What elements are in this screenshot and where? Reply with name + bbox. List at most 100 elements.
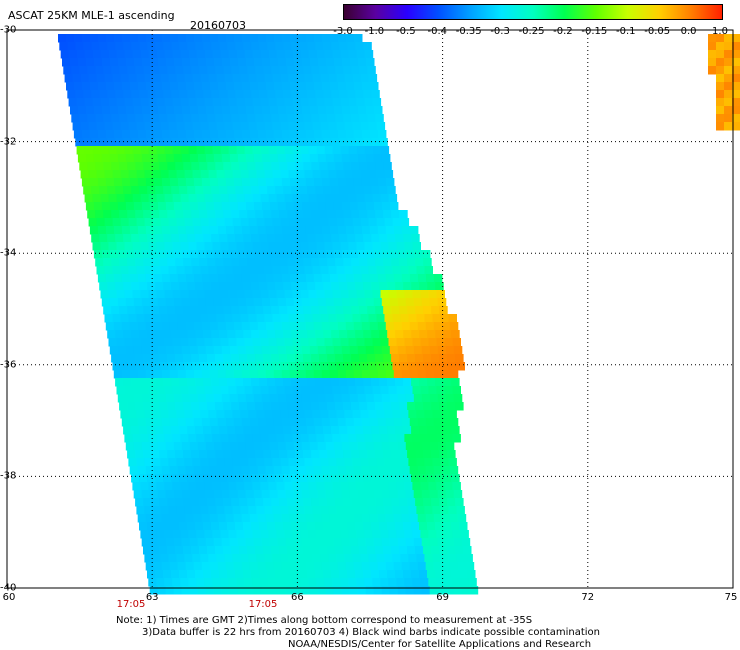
- y-tick-label: -38: [0, 470, 17, 482]
- data-cell: [292, 482, 301, 491]
- data-cell: [76, 98, 86, 107]
- data-cell: [436, 290, 445, 299]
- data-cell: [127, 114, 136, 123]
- data-cell: [276, 578, 285, 587]
- data-cell: [189, 154, 199, 163]
- data-cell: [159, 402, 168, 411]
- data-cell: [93, 202, 103, 211]
- data-cell: [156, 290, 165, 299]
- data-cell: [280, 506, 289, 515]
- data-cell: [169, 178, 179, 187]
- data-cell: [327, 450, 336, 459]
- data-cell: [315, 282, 324, 291]
- data-cell: [456, 506, 465, 515]
- data-cell: [121, 274, 131, 283]
- data-cell: [716, 66, 725, 75]
- data-cell: [285, 586, 295, 595]
- data-cell: [356, 578, 365, 587]
- data-cell: [293, 202, 303, 211]
- data-cell: [112, 122, 122, 131]
- data-cell: [428, 530, 437, 539]
- data-cell: [278, 58, 287, 67]
- data-cell: [277, 298, 287, 307]
- data-cell: [161, 418, 171, 427]
- data-cell: [167, 354, 176, 363]
- data-cell: [307, 426, 316, 435]
- data-cell: [147, 282, 156, 291]
- data-cell: [305, 322, 315, 331]
- data-cell: [392, 554, 401, 563]
- data-cell: [239, 162, 248, 171]
- data-cell: [237, 538, 247, 547]
- data-cell: [157, 250, 167, 259]
- data-cell: [207, 402, 216, 411]
- data-cell: [217, 274, 227, 283]
- data-cell: [275, 378, 284, 387]
- data-cell: [365, 298, 375, 307]
- data-cell: [361, 178, 371, 187]
- data-cell: [144, 410, 153, 419]
- data-cell: [345, 418, 355, 427]
- data-cell: [113, 322, 123, 331]
- data-cell: [267, 330, 276, 339]
- data-cell: [163, 234, 172, 243]
- data-cell: [152, 554, 161, 563]
- data-cell: [396, 530, 405, 539]
- data-cell: [103, 210, 112, 219]
- data-cell: [308, 50, 318, 59]
- data-cell: [232, 218, 242, 227]
- data-cell: [236, 386, 245, 395]
- data-cell: [376, 266, 385, 275]
- data-cell: [300, 434, 309, 443]
- data-cell: [203, 378, 212, 387]
- data-cell: [452, 530, 461, 539]
- data-cell: [100, 98, 110, 107]
- data-cell: [139, 330, 148, 339]
- data-cell: [197, 250, 207, 259]
- data-cell: [388, 242, 397, 251]
- data-cell: [153, 418, 163, 427]
- data-cell: [235, 234, 244, 243]
- data-cell: [235, 522, 244, 531]
- data-cell: [77, 154, 87, 163]
- data-cell: [404, 530, 413, 539]
- data-cell: [180, 578, 189, 587]
- data-cell: [235, 378, 244, 387]
- data-cell: [327, 354, 336, 363]
- data-cell: [204, 338, 213, 347]
- data-cell: [111, 306, 120, 315]
- data-cell: [207, 354, 216, 363]
- data-cell: [377, 130, 387, 139]
- data-cell: [288, 218, 298, 227]
- data-cell: [341, 346, 351, 355]
- data-cell: [732, 82, 740, 91]
- data-cell: [228, 482, 237, 491]
- data-cell: [163, 330, 172, 339]
- data-cell: [315, 90, 324, 99]
- data-cell: [328, 122, 338, 131]
- x-tick-label: 63: [145, 592, 159, 603]
- data-cell: [724, 34, 733, 43]
- data-cell: [132, 146, 142, 155]
- data-cell: [371, 90, 380, 99]
- data-cell: [299, 570, 308, 579]
- data-cell: [233, 226, 243, 235]
- data-cell: [237, 346, 247, 355]
- data-cell: [416, 266, 425, 275]
- data-cell: [355, 186, 364, 195]
- data-cell: [204, 50, 214, 59]
- data-cell: [344, 218, 354, 227]
- data-cell: [348, 482, 357, 491]
- data-cell: [716, 122, 725, 131]
- data-cell: [263, 162, 272, 171]
- data-cell: [439, 498, 448, 507]
- data-cell: [136, 122, 146, 131]
- data-cell: [269, 298, 279, 307]
- data-cell: [128, 218, 138, 227]
- data-cell: [412, 290, 421, 299]
- data-cell: [283, 474, 292, 483]
- data-cell: [185, 178, 195, 187]
- data-cell: [309, 154, 319, 163]
- data-cell: [236, 146, 246, 155]
- data-cell: [368, 170, 378, 179]
